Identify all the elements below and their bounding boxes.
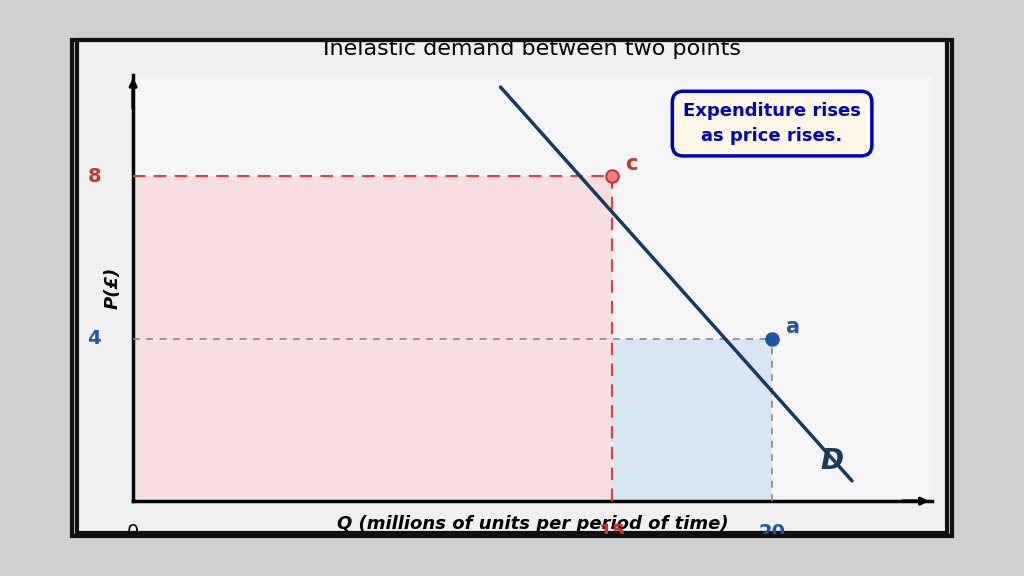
Y-axis label: P(£): P(£) <box>104 267 122 309</box>
Bar <box>133 176 612 501</box>
X-axis label: Q (millions of units per period of time): Q (millions of units per period of time) <box>337 515 728 533</box>
Text: 4: 4 <box>87 329 101 348</box>
Text: c: c <box>625 154 638 175</box>
Text: D: D <box>820 446 843 475</box>
Bar <box>612 339 772 501</box>
Text: Expenditure rises
as price rises.: Expenditure rises as price rises. <box>683 102 861 145</box>
Text: a: a <box>784 317 799 336</box>
Text: 15: 15 <box>599 524 626 543</box>
Text: 0: 0 <box>127 524 139 543</box>
Text: 8: 8 <box>87 167 101 186</box>
Title: Inelastic demand between two points: Inelastic demand between two points <box>324 39 741 59</box>
Text: 20: 20 <box>759 524 785 543</box>
